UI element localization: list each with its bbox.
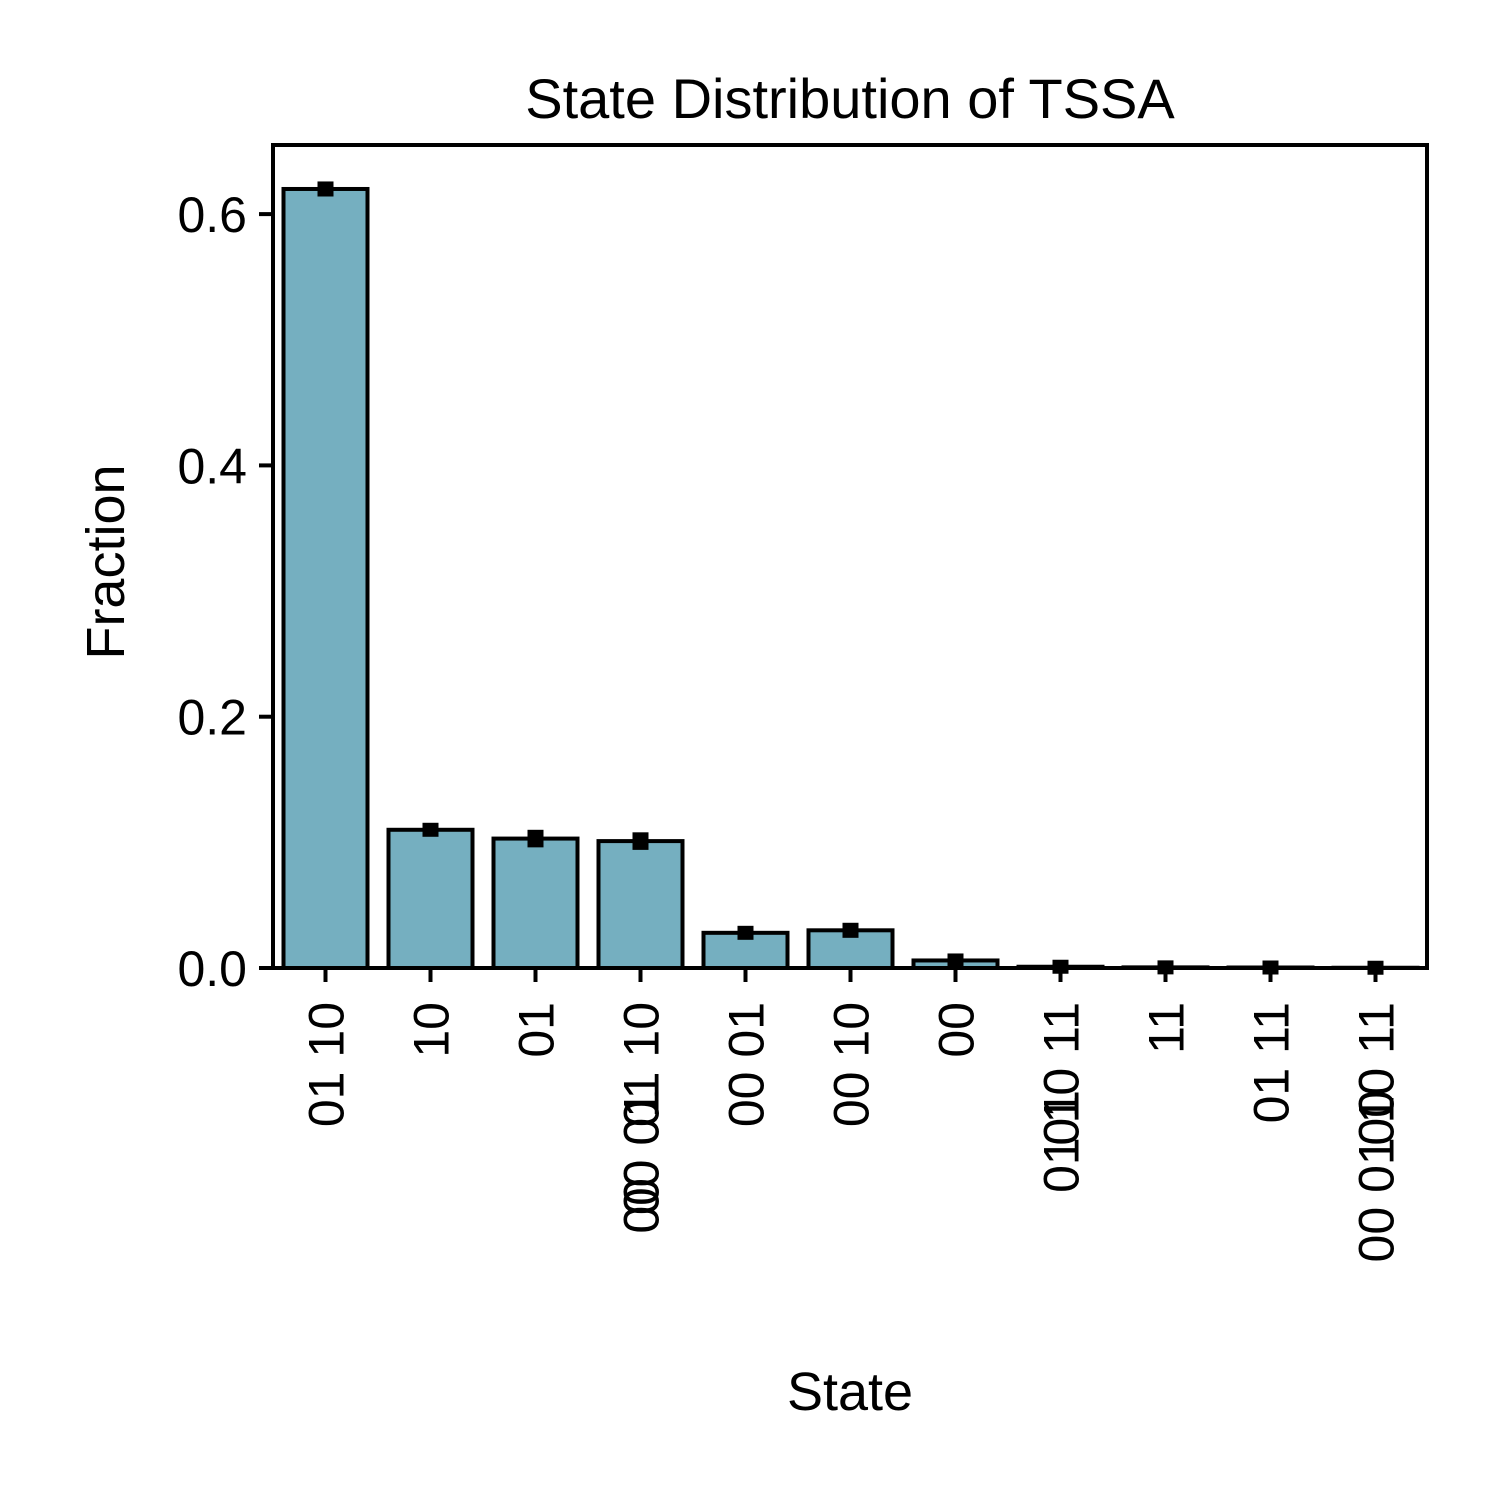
x-tick-label-8-line-0: 11 [1139, 1002, 1195, 1054]
y-tick-label-2: 0.4 [177, 438, 247, 494]
x-tick-label-10-line-0: 00 01 10 11 [1349, 1002, 1405, 1262]
x-tick-label-0: 01 10 [299, 1002, 355, 1127]
x-tick-label-2: 01 [509, 1002, 565, 1058]
error-marker-6 [947, 953, 964, 968]
bar-3 [596, 839, 685, 971]
y-axis-label: Fraction [76, 464, 136, 659]
chart-title: State Distribution of TSSA [525, 67, 1175, 130]
error-marker-3 [632, 834, 649, 849]
error-marker-2 [527, 831, 544, 846]
x-tick-label-7-line-0: 01 10 11 [1034, 1002, 1090, 1193]
x-tick-label-4-line-0: 00 01 [719, 1002, 775, 1127]
error-marker-5 [842, 923, 859, 938]
x-tick-label-5-line-0: 00 10 [824, 1002, 880, 1127]
x-tick-label-6-line-0: 00 [929, 1002, 985, 1058]
x-axis-label: State [787, 1362, 913, 1422]
y-axis: 0.0 0.2 0.4 0.6 [177, 187, 273, 997]
x-tick-label-3-line-0: 01 10 [614, 1002, 670, 1127]
x-tick-label-8: 11 [1139, 1002, 1195, 1054]
x-tick-label-7-line-1: 01 [1034, 1090, 1090, 1146]
y-tick-label-3: 0.6 [177, 187, 247, 243]
x-tick-label-0-line-0: 01 10 [299, 1002, 355, 1127]
x-tick-label-5: 00 10 [824, 1002, 880, 1127]
x-tick-label-3-line-1: 00 01 [614, 1090, 670, 1215]
error-marker-0 [317, 181, 334, 196]
error-marker-1 [422, 822, 439, 837]
x-tick-label-9: 01 11 [1244, 1002, 1300, 1123]
error-marker-4 [737, 925, 754, 940]
x-tick-label-6: 00 [929, 1002, 985, 1058]
x-tick-label-1-line-0: 10 [404, 1002, 460, 1058]
x-tick-label-3-line-2: 00 [614, 1178, 670, 1234]
bar-0 [281, 186, 370, 970]
plot-area [281, 181, 1420, 975]
y-tick-label-0: 0.0 [177, 941, 247, 997]
x-tick-label-4: 00 01 [719, 1002, 775, 1127]
bar-1 [386, 827, 475, 970]
bar-2 [491, 836, 580, 970]
x-tick-label-2-line-0: 01 [509, 1002, 565, 1058]
x-tick-label-10-line-1: 00 [1349, 1090, 1405, 1146]
x-tick-label-1: 10 [404, 1002, 460, 1058]
x-tick-label-9-line-0: 01 11 [1244, 1002, 1300, 1123]
y-tick-label-1: 0.2 [177, 690, 247, 746]
